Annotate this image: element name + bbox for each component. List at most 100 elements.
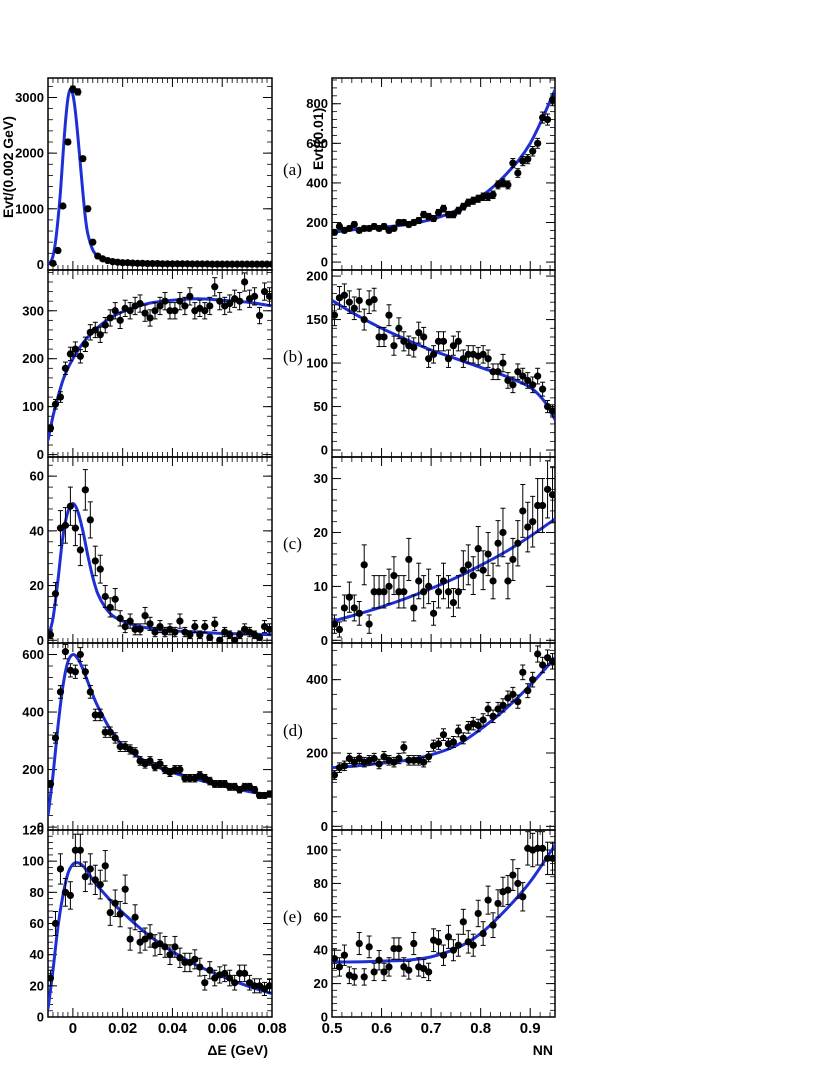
data-marker — [539, 661, 547, 669]
data-marker — [96, 880, 104, 889]
data-point — [410, 932, 418, 956]
data-marker — [514, 539, 522, 547]
data-marker — [410, 756, 418, 764]
data-point — [539, 478, 547, 533]
data-marker — [216, 636, 224, 643]
data-marker — [529, 676, 537, 684]
y-tick-label: 10 — [314, 579, 328, 594]
data-point — [335, 222, 344, 231]
data-marker — [176, 617, 184, 625]
data-point — [81, 664, 89, 679]
data-marker — [111, 899, 119, 907]
data-point — [76, 349, 84, 364]
data-marker — [355, 296, 363, 305]
data-marker — [370, 295, 378, 304]
data-point — [176, 947, 184, 968]
data-marker — [429, 214, 438, 223]
data-marker — [86, 516, 94, 524]
data-marker — [166, 307, 174, 315]
data-marker — [228, 260, 236, 268]
data-point — [548, 404, 555, 418]
data-marker — [101, 862, 109, 870]
data-point — [176, 292, 184, 311]
x-tick-label: 0.8 — [470, 1020, 491, 1037]
y-tick-label: 200 — [306, 269, 328, 284]
data-point — [121, 620, 129, 634]
data-marker — [143, 260, 152, 268]
data-marker — [171, 943, 179, 951]
data-point — [410, 337, 418, 358]
data-point — [231, 636, 239, 643]
data-point — [213, 260, 221, 268]
data-point — [444, 349, 453, 368]
data-point — [444, 924, 453, 949]
data-point — [71, 510, 79, 547]
data-marker — [425, 582, 433, 590]
data-point — [49, 259, 57, 267]
data-marker — [131, 913, 139, 921]
data-point — [236, 292, 244, 311]
data-point — [449, 210, 458, 219]
data-point — [216, 780, 224, 788]
data-point — [370, 752, 378, 765]
data-marker — [464, 350, 472, 358]
data-marker — [86, 688, 94, 696]
data-marker — [208, 260, 216, 268]
data-point — [469, 933, 477, 957]
y-tick-label: 800 — [306, 96, 328, 111]
data-point — [216, 292, 224, 311]
data-point — [350, 594, 358, 622]
data-marker — [76, 546, 84, 554]
data-marker — [86, 865, 94, 873]
data-marker — [390, 944, 398, 953]
data-marker — [370, 754, 378, 763]
data-marker — [420, 758, 428, 766]
data-marker — [243, 260, 251, 268]
y-tick-label: 100 — [306, 356, 328, 371]
data-point — [410, 755, 418, 766]
data-point — [236, 630, 244, 640]
data-point — [365, 935, 373, 959]
data-marker — [400, 743, 408, 752]
data-point — [385, 304, 393, 327]
data-marker — [519, 372, 527, 380]
data-point — [434, 737, 443, 750]
data-point — [48, 630, 55, 640]
data-point — [420, 959, 428, 979]
y-tick-label: 120 — [22, 823, 44, 838]
data-point — [211, 277, 219, 297]
data-point — [96, 869, 104, 900]
data-marker — [439, 731, 448, 739]
panel-letter-c: (c) — [283, 534, 302, 553]
data-marker — [213, 260, 221, 268]
data-point — [395, 317, 403, 340]
data-point — [51, 398, 60, 410]
panel-frame — [331, 269, 556, 458]
data-marker — [539, 844, 547, 852]
y-tick-label: 600 — [306, 136, 328, 151]
data-marker — [193, 260, 201, 268]
y-tick-label: 400 — [22, 705, 44, 720]
data-point — [171, 765, 179, 775]
y-tick-label: 0 — [321, 633, 328, 648]
data-marker — [216, 780, 224, 788]
data-marker — [340, 291, 348, 299]
data-marker — [76, 846, 84, 854]
data-point — [504, 372, 512, 389]
data-point — [355, 600, 363, 626]
data-marker — [454, 727, 462, 735]
data-point — [439, 204, 448, 213]
data-marker — [101, 321, 109, 329]
data-marker — [514, 698, 522, 706]
data-marker — [253, 260, 261, 268]
data-marker — [514, 879, 522, 888]
panel-right-1: 0 200 400 600 800 — [306, 77, 556, 271]
data-marker — [265, 790, 272, 798]
data-marker — [410, 939, 418, 948]
data-point — [514, 520, 522, 567]
data-point — [390, 937, 398, 960]
data-marker — [136, 625, 144, 633]
data-point — [66, 881, 74, 910]
data-point — [141, 304, 149, 322]
data-point — [534, 367, 542, 385]
